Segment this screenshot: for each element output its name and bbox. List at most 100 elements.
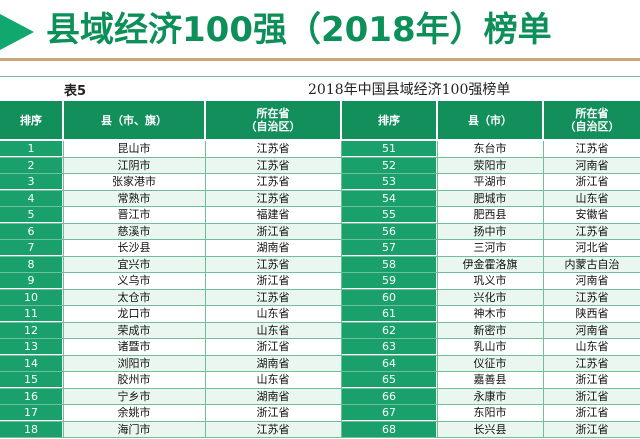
- header-rank-right: 排序: [342, 101, 438, 139]
- column-divider: [205, 223, 206, 239]
- cell-county-right: 东阳市: [473, 406, 507, 419]
- cell-rank-left: 10: [0, 289, 62, 305]
- cell-county-left: 荣成市: [117, 323, 151, 337]
- column-divider: [205, 405, 206, 421]
- column-divider: [341, 141, 342, 157]
- cell-county-left: 海门市: [117, 422, 151, 436]
- table-row: 16 宁乡市 湖南省 66 永康市 浙江省: [0, 388, 640, 405]
- column-divider: [437, 273, 438, 289]
- column-divider: [543, 190, 544, 206]
- column-divider: [341, 388, 342, 404]
- column-divider: [63, 240, 64, 256]
- table-row: 15 胶州市 山东省 65 嘉善县 浙江省: [0, 372, 640, 389]
- column-divider: [63, 141, 64, 157]
- column-divider: [341, 339, 342, 355]
- cell-province-left: 江苏省: [256, 290, 290, 304]
- column-divider: [437, 388, 438, 404]
- cell-province-right: 河南省: [575, 158, 609, 172]
- cell-province-left: 湖南省: [256, 241, 290, 254]
- cell-county-left: 晋江市: [117, 208, 151, 221]
- cell-province-left: 浙江省: [256, 224, 290, 238]
- column-divider: [437, 141, 438, 157]
- table-caption-bar: 表5 2018年中国县域经济100强榜单: [0, 76, 640, 102]
- table-number: 表5: [64, 84, 87, 99]
- column-divider: [543, 289, 544, 305]
- column-divider: [437, 339, 438, 355]
- column-divider: [205, 256, 206, 272]
- column-divider: [437, 190, 438, 206]
- cell-county-left: 慈溪市: [117, 224, 151, 238]
- table-header-row: 排序 县（市、旗） 所在省 （自治区） 排序 县（市） 所在省 （自治区）: [0, 101, 640, 141]
- table-row: 6 慈溪市 浙江省 56 扬中市 江苏省: [0, 223, 640, 240]
- column-divider: [205, 240, 206, 256]
- cell-province-left: 山东省: [256, 373, 290, 386]
- column-divider: [205, 339, 206, 355]
- cell-county-left: 太仓市: [117, 290, 151, 304]
- cell-province-right: 河北省: [575, 241, 609, 254]
- column-divider: [205, 322, 206, 338]
- cell-province-right: 江苏省: [575, 224, 609, 238]
- cell-county-left: 诸暨市: [117, 340, 151, 353]
- cell-rank-right: 57: [342, 240, 436, 255]
- table-row: 1 昆山市 江苏省 51 东台市 江苏省: [0, 141, 640, 158]
- column-divider: [63, 190, 64, 206]
- column-divider: [543, 322, 544, 338]
- table-caption: 2018年中国县域经济100强榜单: [308, 82, 511, 98]
- column-divider: [341, 190, 342, 206]
- column-divider: [543, 388, 544, 404]
- column-divider: [437, 174, 438, 190]
- column-divider: [341, 174, 342, 190]
- header-county-left: 县（市、旗）: [64, 101, 206, 139]
- cell-rank-right: 65: [342, 372, 436, 387]
- cell-rank-right: 67: [342, 405, 436, 420]
- column-divider: [437, 289, 438, 305]
- cell-province-right: 陕西省: [575, 307, 609, 320]
- cell-rank-right: 66: [342, 388, 436, 404]
- column-divider: [205, 372, 206, 388]
- cell-province-right: 江苏省: [575, 356, 609, 370]
- cell-rank-right: 55: [342, 207, 436, 222]
- cell-rank-right: 62: [342, 322, 436, 338]
- cell-province-right: 浙江省: [575, 406, 609, 419]
- column-divider: [543, 223, 544, 239]
- column-divider: [205, 190, 206, 206]
- column-divider: [63, 289, 64, 305]
- cell-province-left: 江苏省: [256, 422, 290, 436]
- cell-rank-left: 18: [0, 421, 62, 437]
- cell-rank-right: 68: [342, 421, 436, 437]
- ranking-table: 排序 县（市、旗） 所在省 （自治区） 排序 县（市） 所在省 （自治区） 1 昆…: [0, 101, 640, 438]
- column-divider: [543, 256, 544, 272]
- column-divider: [63, 207, 64, 223]
- cell-county-right: 伊金霍洛旗: [462, 257, 518, 271]
- cell-rank-left: 1: [0, 141, 62, 156]
- column-divider: [63, 256, 64, 272]
- cell-province-left: 江苏省: [256, 257, 290, 271]
- cell-province-left: 江苏省: [256, 191, 290, 205]
- cell-province-left: 福建省: [256, 208, 290, 221]
- cell-province-right: 山东省: [575, 340, 609, 353]
- column-divider: [437, 405, 438, 421]
- cell-county-right: 三河市: [473, 241, 507, 254]
- column-divider: [205, 355, 206, 371]
- column-divider: [205, 306, 206, 322]
- cell-county-left: 宁乡市: [117, 389, 151, 403]
- column-divider: [63, 372, 64, 388]
- cell-rank-left: 16: [0, 388, 62, 404]
- cell-province-right: 河南省: [575, 274, 609, 287]
- column-divider: [341, 157, 342, 173]
- cell-province-right: 浙江省: [575, 422, 609, 436]
- table-row: 3 张家港市 江苏省 53 平湖市 浙江省: [0, 174, 640, 191]
- cell-province-left: 浙江省: [256, 340, 290, 353]
- cell-province-left: 江苏省: [256, 142, 290, 155]
- table-row: 4 常熟市 江苏省 54 肥城市 山东省: [0, 190, 640, 207]
- cell-rank-left: 9: [0, 273, 62, 288]
- cell-rank-left: 5: [0, 207, 62, 222]
- column-divider: [63, 339, 64, 355]
- column-divider: [341, 223, 342, 239]
- cell-rank-right: 58: [342, 256, 436, 272]
- column-divider: [543, 207, 544, 223]
- cell-province-right: 浙江省: [575, 389, 609, 403]
- table-row: 12 荣成市 山东省 62 新密市 河南省: [0, 322, 640, 339]
- cell-province-right: 河南省: [575, 323, 609, 337]
- column-divider: [543, 372, 544, 388]
